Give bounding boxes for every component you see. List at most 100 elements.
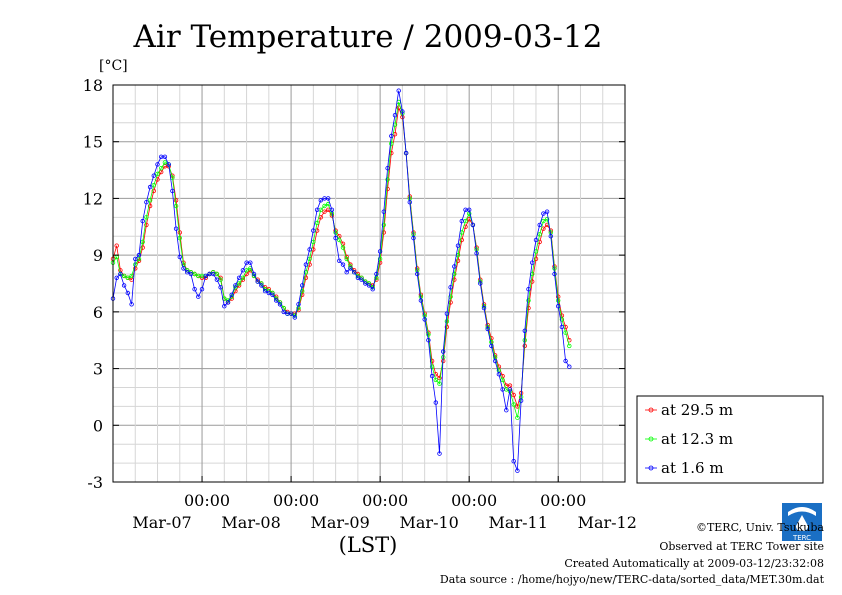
data-point — [151, 173, 156, 178]
data-point — [418, 298, 424, 303]
x-tick-date-label: Mar-07 — [132, 513, 191, 532]
data-point — [459, 237, 464, 243]
data-point — [251, 271, 257, 277]
data-point — [377, 256, 383, 262]
data-point — [314, 220, 320, 226]
data-point — [114, 243, 119, 248]
data-point — [173, 226, 179, 231]
data-point — [229, 292, 234, 297]
x-axis-label: (LST) — [339, 533, 398, 557]
data-point — [370, 287, 375, 292]
x-tick-time-label: 00:00 — [184, 491, 230, 510]
created-text: Created Automatically at 2009-03-12/23:3… — [564, 557, 824, 570]
data-point — [381, 209, 386, 214]
data-point — [236, 275, 242, 280]
data-point — [129, 302, 134, 307]
legend-label: at 1.6 m — [661, 459, 724, 477]
data-point — [307, 247, 312, 252]
data-point — [144, 215, 149, 220]
data-point — [548, 233, 553, 239]
data-point — [196, 294, 201, 299]
data-point — [556, 304, 561, 309]
data-point — [355, 275, 361, 280]
data-point — [459, 218, 464, 224]
site-text: Observed at TERC Tower site — [659, 540, 824, 553]
data-point — [474, 251, 479, 256]
data-point — [300, 288, 305, 294]
data-point — [530, 279, 535, 284]
data-point — [389, 133, 394, 139]
data-point — [489, 343, 494, 349]
data-point — [140, 239, 145, 245]
data-point — [333, 230, 338, 235]
data-point — [444, 319, 450, 324]
data-point — [433, 400, 438, 405]
data-point — [233, 283, 238, 288]
data-point — [437, 451, 442, 456]
legend-label: at 12.3 m — [661, 430, 733, 448]
data-point — [559, 317, 565, 322]
data-point — [392, 112, 398, 118]
data-point — [147, 203, 153, 209]
data-point — [344, 270, 349, 275]
data-point — [162, 154, 168, 159]
data-point — [396, 88, 401, 93]
logo-wave-shape — [788, 507, 816, 516]
data-point — [184, 270, 190, 275]
data-point — [255, 279, 260, 284]
y-tick-label: 6 — [93, 303, 103, 322]
data-point — [467, 207, 472, 212]
data-point — [359, 277, 364, 282]
data-point — [296, 302, 301, 307]
data-point — [470, 222, 476, 228]
data-point — [188, 271, 194, 277]
data-point — [144, 222, 149, 228]
x-tick-date-label: Mar-10 — [400, 513, 459, 532]
data-point — [530, 260, 535, 265]
data-point — [389, 141, 394, 146]
data-point — [526, 298, 531, 303]
data-point — [385, 177, 390, 182]
legend-items: at 29.5 m at 12.3 m at 1.6 m — [645, 401, 733, 477]
data-point — [170, 188, 175, 194]
data-point — [173, 198, 179, 203]
data-point — [140, 218, 145, 224]
data-point — [121, 273, 127, 279]
data-point — [329, 207, 335, 212]
data-point — [292, 315, 297, 320]
x-tick-date-label: Mar-12 — [578, 513, 637, 532]
y-axis-unit-label: [°C] — [99, 58, 128, 74]
data-point — [326, 196, 331, 201]
data-point — [352, 270, 357, 275]
data-point — [199, 287, 205, 292]
data-point — [415, 271, 420, 277]
data-point — [411, 235, 416, 241]
x-axis-ticks: 00:00 Mar-07 00:00 Mar-08 00:00 Mar-09 00:00 Ma… — [132, 476, 637, 532]
data-point — [158, 165, 164, 171]
data-point — [240, 268, 246, 273]
data-point — [262, 288, 268, 294]
data-point — [441, 349, 446, 354]
data-point — [563, 358, 568, 364]
data-point — [504, 408, 509, 413]
data-point — [437, 381, 442, 386]
data-point — [177, 230, 182, 235]
x-tick-date-label: Mar-08 — [221, 513, 280, 532]
data-point — [452, 264, 457, 269]
data-point — [333, 235, 338, 241]
data-point — [322, 209, 327, 214]
legend: at 29.5 m at 12.3 m at 1.6 m — [636, 395, 824, 484]
data-point — [544, 216, 550, 222]
data-point — [307, 256, 312, 262]
legend-box — [636, 395, 824, 484]
data-point — [363, 281, 368, 286]
logo-text: TERC — [792, 534, 811, 542]
y-tick-label: 12 — [83, 189, 103, 208]
data-point — [377, 249, 383, 254]
data-point — [481, 305, 487, 311]
data-point — [303, 270, 309, 275]
data-point — [485, 326, 490, 332]
data-point — [125, 275, 130, 280]
data-point — [121, 283, 127, 288]
data-point — [537, 232, 542, 237]
